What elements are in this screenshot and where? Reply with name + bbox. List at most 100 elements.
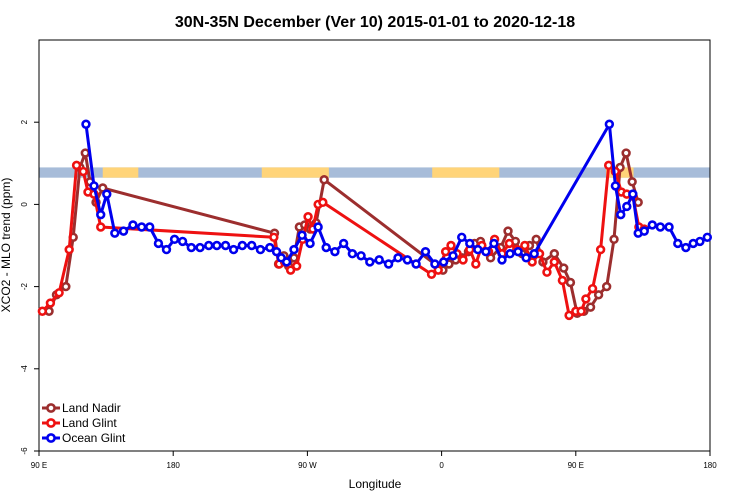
data-point [473, 244, 483, 255]
data-point [338, 238, 349, 249]
data-point [609, 234, 619, 245]
data-point [153, 238, 164, 249]
legend-entry: Land Nadir [42, 401, 121, 415]
chart-title: 30N-35N December (Ver 10) 2015-01-01 to … [175, 14, 575, 31]
data-point [303, 212, 313, 222]
x-axis-label: Longitude [349, 477, 402, 491]
data-point [593, 290, 604, 300]
data-point [616, 209, 626, 220]
series-ocean-glint [81, 119, 713, 269]
data-point [430, 259, 440, 269]
legend-marker [46, 433, 56, 443]
data-point [505, 249, 515, 259]
x-tick-label: 90 E [31, 461, 47, 470]
data-point [195, 242, 205, 253]
data-point [71, 160, 82, 171]
data-point [564, 310, 574, 321]
y-tick-label: 0 [20, 202, 29, 207]
data-point [587, 283, 598, 294]
data-point [446, 240, 456, 251]
data-point [64, 244, 74, 255]
data-point [313, 222, 323, 232]
x-tick-label: 180 [703, 461, 717, 470]
legend-label: Land Glint [62, 416, 117, 430]
data-point [647, 220, 657, 230]
data-point [89, 181, 99, 191]
data-point [527, 257, 537, 267]
data-point [603, 160, 614, 171]
y-tick-label: 2 [20, 119, 29, 124]
data-point [169, 234, 180, 245]
data-point [281, 257, 292, 267]
data-point [557, 275, 568, 286]
data-point [265, 242, 275, 253]
data-point [96, 222, 106, 232]
data-point [664, 222, 674, 232]
data-point [702, 232, 713, 242]
data-point [627, 177, 637, 187]
x-tick-label: 90 W [298, 461, 317, 470]
data-point [438, 257, 449, 267]
y-axis-label: XCO2 - MLO trend (ppm) [0, 178, 13, 313]
data-point [673, 238, 683, 249]
data-point [610, 181, 621, 191]
data-point [604, 119, 615, 129]
data-point [80, 148, 90, 158]
data-point [601, 281, 612, 292]
data-point [247, 240, 257, 251]
data-point [110, 228, 120, 238]
data-point [393, 253, 403, 263]
data-point [374, 255, 384, 265]
data-point [330, 246, 340, 257]
land-band-segment [432, 167, 500, 178]
land-band-segment [102, 167, 139, 178]
data-point [440, 246, 451, 257]
data-point [595, 244, 606, 255]
series-layer [37, 119, 713, 321]
data-point [269, 232, 279, 242]
data-point [504, 238, 515, 249]
data-point [365, 257, 375, 267]
legend-marker [46, 418, 56, 428]
x-tick-label: 90 E [568, 461, 584, 470]
data-point [177, 236, 188, 247]
data-point [204, 240, 214, 251]
data-point [448, 251, 458, 261]
data-point [581, 294, 591, 304]
data-point [102, 189, 112, 199]
data-point [457, 232, 467, 242]
data-point [212, 240, 222, 251]
data-point [497, 255, 507, 265]
data-point [622, 201, 632, 212]
data-point [54, 288, 64, 298]
data-point [186, 242, 197, 253]
data-point [128, 220, 138, 230]
x-tick-label: 0 [439, 461, 444, 470]
data-point [503, 226, 513, 236]
legend-entry: Ocean Glint [42, 431, 126, 445]
data-point [465, 238, 475, 249]
data-point [549, 249, 560, 259]
data-point [237, 240, 248, 251]
y-tick-label: -6 [20, 447, 29, 455]
data-point [347, 249, 358, 259]
y-axis: -6 -4 -2 0 2 [20, 119, 39, 455]
data-point [458, 255, 468, 265]
data-point [321, 242, 331, 253]
series-line [41, 163, 645, 317]
data-point [576, 306, 586, 316]
legend-label: Ocean Glint [62, 431, 126, 445]
data-point [78, 166, 88, 177]
data-point [161, 244, 172, 255]
data-point [220, 240, 231, 251]
x-axis: 90 E 180 90 W 0 90 E 180 [31, 451, 717, 470]
data-point [529, 249, 539, 259]
data-point [521, 253, 531, 263]
data-point [628, 189, 638, 199]
data-point [297, 230, 307, 240]
data-point [549, 257, 560, 267]
x-tick-label: 180 [167, 461, 181, 470]
data-point [481, 246, 491, 257]
